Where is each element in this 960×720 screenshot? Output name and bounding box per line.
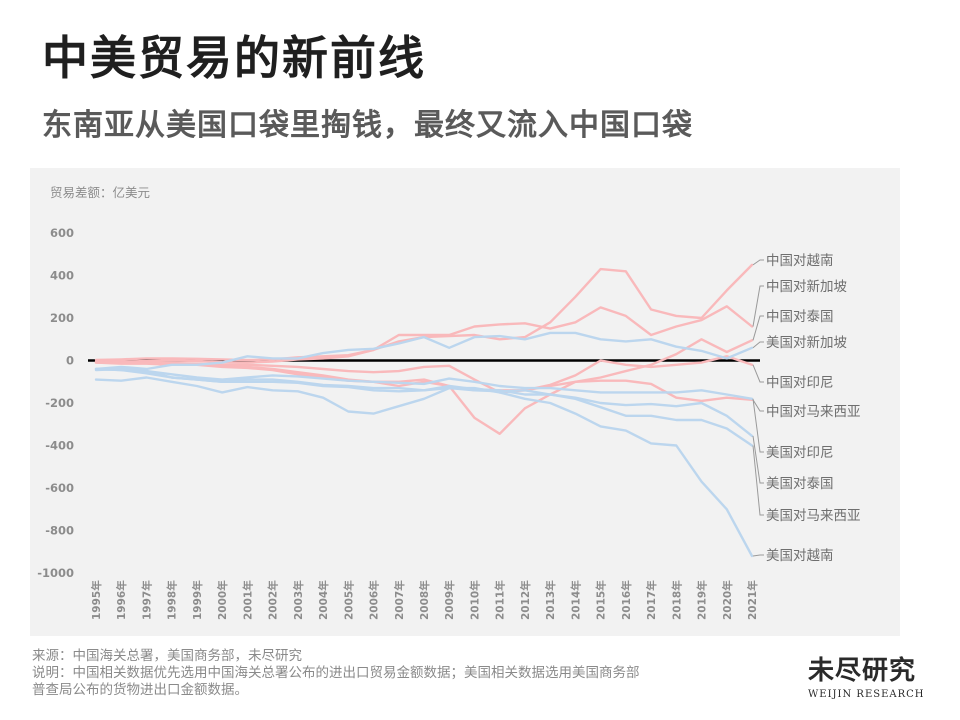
series-label: 中国对印尼 — [766, 375, 834, 391]
label-leader-line — [752, 398, 764, 453]
brand-logo: 未尽研究 WEIJIN RESEARCH — [808, 650, 928, 700]
y-tick-label: 600 — [50, 226, 74, 240]
source-note: 来源：中国海关总署，美国商务部，未尽研究 — [32, 648, 302, 664]
series-line — [94, 305, 754, 364]
series-line — [94, 376, 754, 558]
x-tick-label: 1999年 — [191, 580, 204, 620]
x-tick-label: 2010年 — [468, 580, 481, 620]
label-leader-line — [752, 259, 764, 266]
series-label: 美国对印尼 — [766, 445, 834, 461]
y-tick-label: 200 — [50, 311, 74, 325]
x-tick-label: 1995年 — [90, 580, 103, 620]
x-tick-label: 2020年 — [721, 580, 734, 620]
series-line — [94, 361, 754, 435]
label-leader-line — [752, 399, 764, 412]
x-tick-label: 2001年 — [241, 580, 254, 620]
x-tick-label: 2003年 — [292, 580, 305, 620]
x-tick-label: 2007年 — [393, 580, 406, 620]
y-tick-label: -1000 — [37, 566, 74, 580]
method-note-line-2: 普查局公布的货物进出口金额数据。 — [32, 682, 248, 698]
footer: 来源：中国海关总署，美国商务部，未尽研究 说明：中国相关数据优先选用中国海关总署… — [32, 648, 772, 699]
y-tick-label: -800 — [45, 524, 74, 538]
x-tick-label: 1997年 — [140, 580, 153, 620]
y-tick-label: 400 — [50, 269, 74, 283]
series-label: 中国对马来西亚 — [766, 404, 861, 420]
series-line — [94, 263, 754, 362]
series-line — [94, 367, 754, 401]
label-leader-line — [752, 435, 764, 484]
y-tick-label: -400 — [45, 439, 74, 453]
x-tick-label: 2012年 — [519, 580, 532, 620]
series-line — [94, 331, 754, 371]
x-tick-label: 2015年 — [595, 580, 608, 620]
x-tick-label: 1996年 — [115, 580, 128, 620]
x-tick-label: 2008年 — [418, 580, 431, 620]
series-line — [94, 367, 754, 447]
label-leader-line — [752, 315, 764, 341]
x-tick-label: 2011年 — [494, 580, 507, 620]
logo-chinese: 未尽研究 — [808, 656, 917, 686]
series-lines — [94, 263, 754, 558]
series-label: 美国对越南 — [766, 548, 834, 564]
logo-english: WEIJIN RESEARCH — [808, 689, 925, 700]
x-tick-label: 2014年 — [569, 580, 582, 620]
y-tick-label: -600 — [45, 481, 74, 495]
x-tick-label: 2004年 — [317, 580, 330, 620]
x-tick-label: 2013年 — [544, 580, 557, 620]
series-labels: 中国对越南中国对新加坡中国对泰国中国对印尼中国对马来西亚美国对新加坡美国对印尼美… — [752, 253, 861, 564]
x-tick-label: 2002年 — [267, 580, 280, 620]
series-label: 中国对泰国 — [766, 309, 834, 325]
y-axis-ticks: 600 400 200 0 -200 -400 -600 -800 -1000 — [37, 226, 74, 580]
label-leader-line — [752, 364, 764, 383]
series-label: 美国对新加坡 — [766, 335, 847, 351]
x-tick-label: 2019年 — [696, 580, 709, 620]
x-tick-label: 2018年 — [670, 580, 683, 620]
x-tick-label: 2006年 — [368, 580, 381, 620]
y-axis-label: 贸易差额：亿美元 — [50, 185, 150, 200]
x-tick-label: 2000年 — [216, 580, 229, 620]
x-tick-label: 2009年 — [443, 580, 456, 620]
series-label: 美国对泰国 — [766, 476, 834, 492]
y-tick-label: -200 — [45, 396, 74, 410]
label-leader-line — [752, 445, 764, 516]
page-subtitle: 东南亚从美国口袋里掏钱，最终又流入中国口袋 — [42, 108, 693, 143]
x-tick-label: 2021年 — [746, 580, 759, 620]
x-axis-ticks: 1995年 1996年 1997年 1998年 1999年 2000年 2001年 2002年… — [90, 580, 759, 620]
series-label: 中国对新加坡 — [766, 279, 847, 295]
x-tick-label: 2017年 — [645, 580, 658, 620]
x-tick-label: 2005年 — [342, 580, 355, 620]
label-leader-line — [752, 554, 764, 557]
x-tick-label: 1998年 — [166, 580, 179, 620]
y-tick-label: 0 — [66, 354, 74, 368]
x-tick-label: 2016年 — [620, 580, 633, 620]
trade-balance-line-chart: 贸易差额：亿美元 600 400 200 0 -200 -400 -600 -800 -1000… — [37, 185, 861, 620]
label-leader-line — [752, 341, 764, 349]
chart-panel: 贸易差额：亿美元 600 400 200 0 -200 -400 -600 -800 -1000… — [30, 168, 900, 636]
series-label: 中国对越南 — [766, 253, 834, 269]
label-leader-line — [752, 285, 764, 327]
series-label: 美国对马来西亚 — [766, 508, 861, 524]
method-note-line-1: 说明：中国相关数据优先选用中国海关总署公布的进出口贸易金额数据；美国相关数据选用… — [32, 665, 640, 681]
page-title: 中美贸易的新前线 — [42, 31, 426, 85]
